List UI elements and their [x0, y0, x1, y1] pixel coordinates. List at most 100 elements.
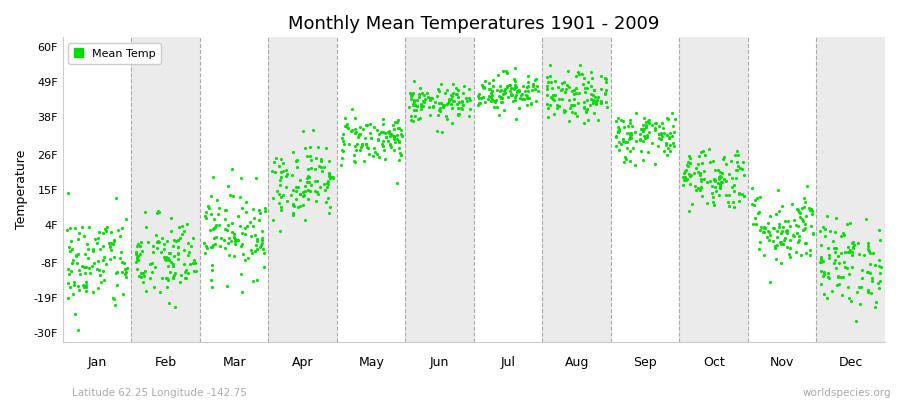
Point [152, 208, 166, 215]
Point [642, 120, 656, 126]
Point [590, 96, 604, 103]
Point [163, 227, 177, 234]
Point [173, 235, 187, 241]
Point [391, 119, 405, 125]
Point [713, 180, 727, 187]
Point [382, 130, 396, 136]
Point [166, 242, 181, 249]
Point [275, 192, 290, 198]
Point [761, 229, 776, 235]
Point [776, 223, 790, 230]
Point [437, 90, 452, 96]
Point [86, 248, 100, 254]
Point [486, 77, 500, 84]
Text: Apr: Apr [292, 356, 313, 369]
Point [157, 254, 171, 261]
Point [577, 104, 591, 110]
Point [180, 252, 194, 258]
Point [869, 299, 884, 306]
Point [706, 194, 720, 200]
Point [513, 95, 527, 101]
Point [491, 72, 506, 78]
Point [722, 202, 736, 209]
Point [379, 134, 393, 140]
Point [492, 112, 507, 118]
Point [508, 81, 522, 88]
Point [451, 104, 465, 111]
Point [571, 112, 585, 119]
Title: Monthly Mean Temperatures 1901 - 2009: Monthly Mean Temperatures 1901 - 2009 [288, 15, 660, 33]
Point [773, 241, 788, 247]
Point [580, 109, 594, 115]
Point [821, 244, 835, 251]
Bar [406, 37, 474, 342]
Point [552, 96, 566, 102]
Point [321, 170, 336, 176]
Point [68, 252, 83, 258]
Point [661, 144, 675, 151]
Point [309, 198, 323, 204]
Point [168, 304, 183, 310]
Point [492, 93, 507, 100]
Point [274, 204, 288, 210]
Point [719, 161, 733, 167]
Point [511, 105, 526, 112]
Point [376, 116, 391, 123]
Point [218, 245, 232, 251]
Point [841, 243, 855, 250]
Point [648, 126, 662, 133]
Point [472, 100, 486, 106]
Point [588, 94, 602, 100]
Point [774, 260, 788, 266]
Point [86, 246, 100, 252]
Point [93, 272, 107, 278]
Bar [200, 37, 268, 342]
Point [462, 86, 476, 92]
Point [680, 176, 694, 182]
Point [458, 94, 473, 101]
Point [770, 241, 784, 248]
Point [585, 75, 599, 81]
Point [286, 212, 301, 218]
Point [410, 97, 424, 104]
Point [799, 250, 814, 256]
Point [526, 83, 540, 90]
Point [829, 214, 843, 221]
Point [725, 175, 740, 182]
Point [778, 218, 792, 225]
Point [336, 148, 350, 154]
Point [119, 269, 133, 275]
Point [96, 268, 111, 274]
Point [484, 94, 499, 100]
Point [310, 189, 325, 195]
Point [248, 232, 262, 238]
Point [78, 284, 93, 290]
Point [608, 133, 623, 139]
Point [250, 246, 265, 253]
Point [845, 240, 859, 246]
Point [624, 130, 638, 136]
Point [392, 124, 406, 131]
Point [682, 153, 697, 160]
Point [189, 267, 203, 274]
Point [62, 270, 77, 277]
Point [173, 279, 187, 285]
Text: Oct: Oct [703, 356, 724, 369]
Point [136, 270, 150, 276]
Point [757, 224, 771, 231]
Point [843, 298, 858, 304]
Point [558, 108, 572, 114]
Point [677, 170, 691, 176]
Point [238, 209, 253, 215]
Point [181, 270, 195, 276]
Point [154, 249, 168, 256]
Point [179, 267, 194, 273]
Point [378, 156, 392, 162]
Point [722, 171, 736, 178]
Point [854, 266, 868, 273]
Point [719, 192, 733, 198]
Point [211, 197, 225, 203]
Point [416, 103, 430, 109]
Point [768, 243, 782, 249]
Point [375, 142, 390, 149]
